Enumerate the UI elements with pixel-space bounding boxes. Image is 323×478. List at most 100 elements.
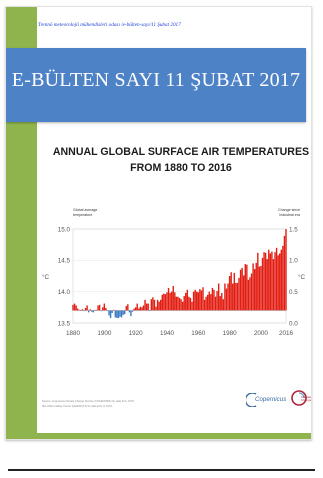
banner-title: E-BÜLTEN SAYI 11 ŞUBAT 2017 xyxy=(11,69,301,91)
bar xyxy=(144,299,146,311)
bar xyxy=(235,282,237,311)
bar xyxy=(141,307,143,311)
bar xyxy=(188,296,190,311)
bar xyxy=(233,272,236,311)
bar xyxy=(266,259,268,311)
bar xyxy=(98,304,101,311)
bar xyxy=(175,296,178,311)
bar xyxy=(253,269,256,311)
y-tick-label-right: 1.0 xyxy=(289,258,298,265)
bar xyxy=(73,303,76,311)
bar xyxy=(120,310,123,318)
bar xyxy=(105,307,107,311)
bar xyxy=(87,310,90,313)
bar xyxy=(180,299,182,311)
bar xyxy=(211,287,214,311)
bar xyxy=(136,303,138,311)
title-banner: E-BÜLTEN SAYI 11 ŞUBAT 2017 xyxy=(6,48,306,122)
bar xyxy=(225,288,228,311)
bar xyxy=(170,291,173,311)
bar xyxy=(139,306,142,311)
bar xyxy=(243,275,245,311)
y-tick-label-right: 1.5 xyxy=(289,226,298,233)
bar xyxy=(252,263,254,311)
y-tick-label-right: 0.5 xyxy=(289,289,298,296)
bar xyxy=(260,265,262,311)
bar xyxy=(272,259,275,311)
bar xyxy=(271,251,273,311)
bar xyxy=(92,310,95,313)
bar xyxy=(123,310,126,315)
bar xyxy=(111,310,113,313)
bar xyxy=(199,289,201,311)
bar xyxy=(102,307,104,311)
bar xyxy=(194,289,196,311)
bar xyxy=(197,292,199,311)
bar xyxy=(261,257,264,311)
y-tick-label-left: 13.5 xyxy=(58,320,71,327)
bar xyxy=(86,305,88,311)
bar xyxy=(186,289,189,311)
bar xyxy=(103,303,106,311)
bar xyxy=(142,305,145,311)
bar xyxy=(150,299,153,311)
bar xyxy=(109,310,112,318)
left-axis-label-line1: Global average xyxy=(73,208,97,212)
bar xyxy=(221,292,223,311)
bottom-rule xyxy=(8,469,315,471)
bar xyxy=(274,252,276,311)
document-page: Trennö meteorolojii mühendisleri odası /… xyxy=(5,6,312,440)
bar xyxy=(131,310,134,312)
footnote-line1: Source: Copernicus Climate Change Servic… xyxy=(42,400,135,403)
bar xyxy=(183,296,185,311)
bar xyxy=(177,296,179,311)
bar xyxy=(191,301,193,311)
bar xyxy=(156,299,159,311)
temperature-chart: 15.0 1.5 14.5 1.0 14.0 0.5 13.5 0.0 1880 1900 1920… xyxy=(42,208,306,337)
bar xyxy=(214,296,217,311)
bar xyxy=(80,310,82,311)
bar xyxy=(163,293,165,311)
bar xyxy=(169,292,171,311)
x-tick-label: 1920 xyxy=(129,330,144,337)
bar xyxy=(217,283,220,311)
climate-change-logo-icon xyxy=(291,390,307,406)
bar xyxy=(227,283,229,311)
bar xyxy=(236,282,239,311)
bar xyxy=(95,309,98,311)
bar xyxy=(257,252,259,311)
x-tick-label: 1880 xyxy=(66,330,81,337)
bar xyxy=(89,309,91,311)
left-unit-label: °C xyxy=(42,273,50,281)
bar xyxy=(249,277,251,311)
bar xyxy=(239,269,242,311)
bar xyxy=(147,303,149,311)
bar xyxy=(76,308,79,311)
bar xyxy=(133,308,135,311)
bar xyxy=(224,283,226,311)
header-topline[interactable]: Trennö meteorolojii mühendisleri odası /… xyxy=(38,22,181,28)
bar xyxy=(72,304,74,311)
right-unit-label: °C xyxy=(298,273,306,281)
y-tick-label-left: 15.0 xyxy=(58,226,71,233)
bar xyxy=(203,299,206,311)
bar xyxy=(172,286,174,311)
copernicus-logo-text: Copernicus xyxy=(255,396,287,403)
bar xyxy=(160,299,162,311)
bar xyxy=(196,291,198,311)
bar xyxy=(247,279,250,311)
bar xyxy=(174,292,176,311)
bar xyxy=(285,229,287,311)
bar xyxy=(167,287,170,311)
bar xyxy=(269,253,272,311)
bar xyxy=(161,294,163,311)
bar xyxy=(258,266,261,311)
bar xyxy=(238,277,240,311)
x-tick-label: 1960 xyxy=(191,330,206,337)
bar xyxy=(178,297,181,311)
bar xyxy=(206,294,209,311)
bar xyxy=(246,264,248,311)
bar xyxy=(279,253,281,311)
climate-change-logo-line1: Climate xyxy=(301,395,312,399)
bar xyxy=(113,309,115,311)
